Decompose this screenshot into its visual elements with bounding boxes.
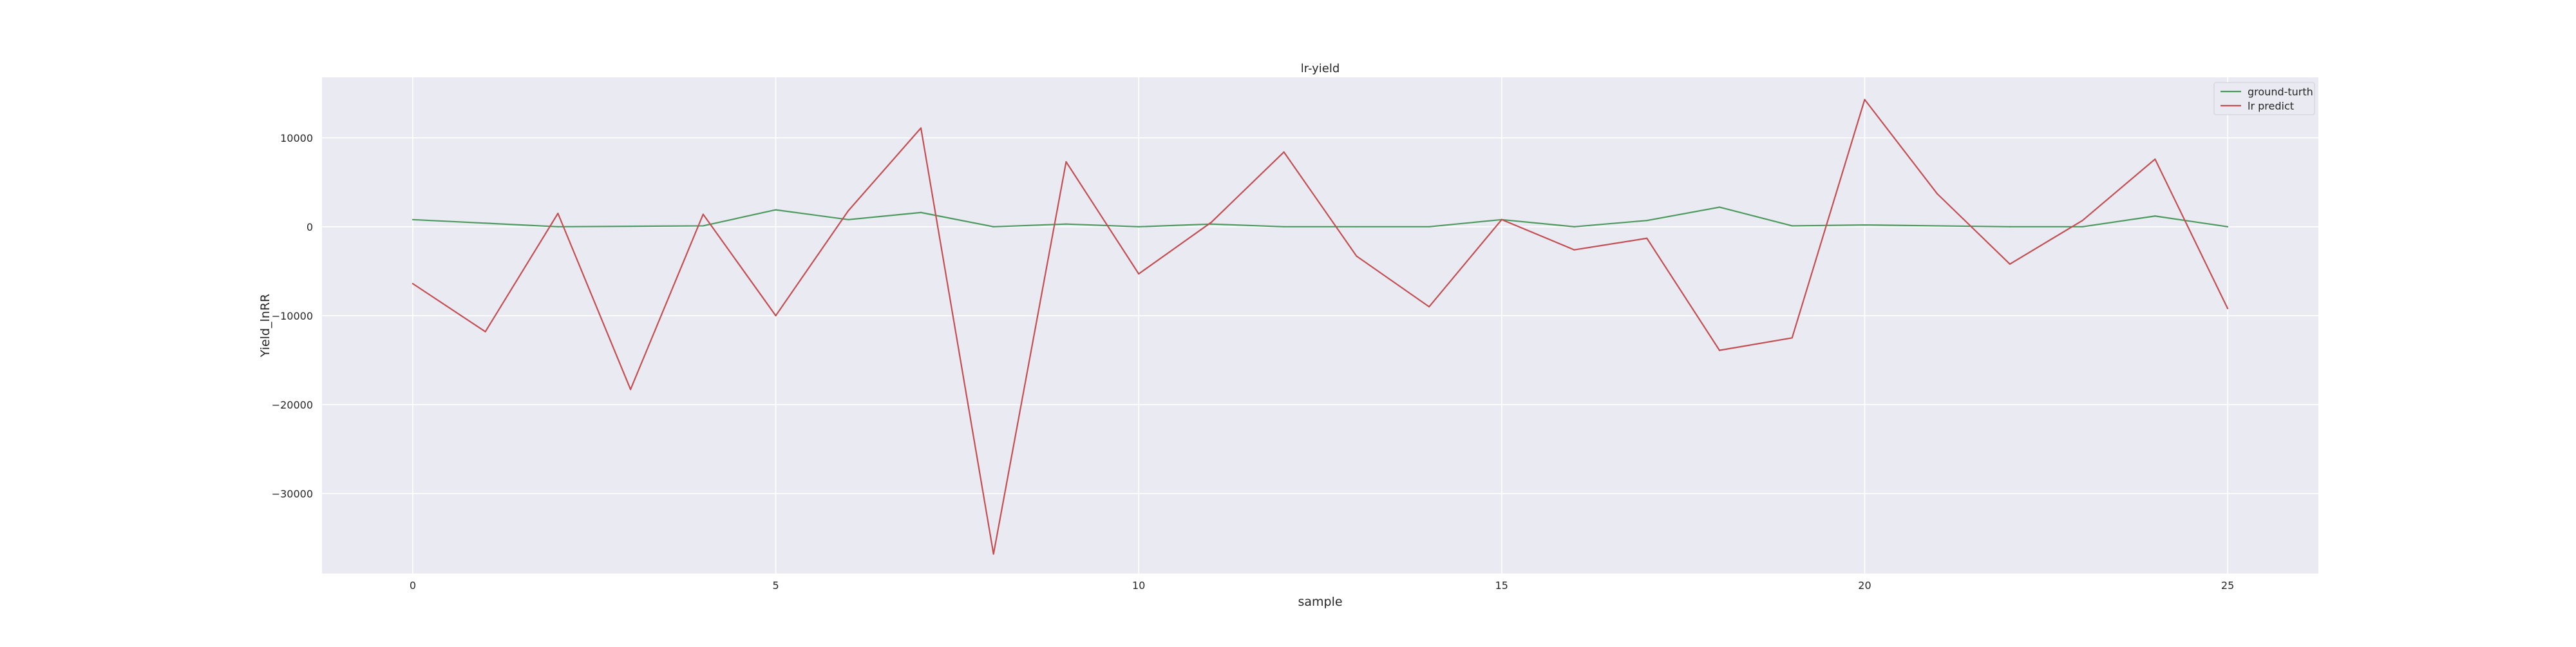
x-tick-label: 15 [1495, 579, 1508, 592]
data-point-ground-turth [1138, 226, 1140, 227]
x-tick-label: 0 [410, 579, 416, 592]
data-point-lr-predict [1501, 218, 1502, 220]
x-tick-label: 5 [772, 579, 779, 592]
chart-title: lr-yield [1301, 62, 1340, 75]
y-axis-label: Yield_lnRR [258, 294, 272, 358]
data-point-lr-predict [1718, 349, 1721, 351]
data-point-ground-turth [1864, 224, 1866, 226]
legend: ground-turth lr predict [2213, 82, 2315, 115]
data-point-ground-turth [629, 226, 632, 227]
data-point-lr-predict [629, 389, 632, 391]
data-point-lr-predict [1864, 99, 1866, 101]
data-point-lr-predict [1065, 160, 1067, 163]
data-point-lr-predict [848, 209, 849, 212]
series-line-ground-turth [412, 206, 2228, 227]
data-point-lr-predict [2154, 158, 2156, 160]
x-tick-label: 10 [1132, 579, 1145, 592]
series-line-lr-predict [412, 99, 2229, 555]
data-point-lr-predict [1138, 273, 1140, 275]
data-point-ground-turth [2154, 215, 2156, 217]
data-point-ground-turth [1283, 226, 1285, 227]
x-tick-label: 25 [2221, 579, 2234, 592]
data-point-lr-predict [1283, 151, 1285, 153]
data-point-ground-turth [1428, 226, 1430, 227]
data-point-lr-predict [1791, 337, 1793, 339]
data-point-lr-predict [2226, 307, 2229, 309]
data-point-ground-turth [484, 222, 486, 224]
data-point-ground-turth [557, 226, 559, 227]
data-point-ground-turth [1718, 206, 1721, 208]
series-lines [412, 99, 2229, 555]
data-point-lr-predict [1573, 249, 1575, 251]
data-point-ground-turth [1791, 225, 1793, 227]
y-tick-label: 0 [307, 221, 313, 233]
data-point-ground-turth [1937, 225, 1938, 227]
x-axis-label: sample [1298, 595, 1342, 609]
data-point-ground-turth [992, 226, 994, 227]
data-point-lr-predict [484, 331, 486, 333]
data-point-lr-predict [2081, 220, 2083, 222]
data-point-ground-turth [2226, 226, 2229, 227]
x-axis-ticks: 0 5 10 15 20 25 [410, 579, 2234, 592]
legend-label-lr-predict: lr predict [2248, 100, 2294, 112]
legend-box [2213, 82, 2315, 115]
legend-label-ground-turth: ground-turth [2248, 86, 2313, 98]
y-tick-label: 10000 [280, 132, 313, 144]
y-tick-label: −30000 [272, 488, 313, 500]
data-point-ground-turth [412, 218, 414, 220]
data-point-lr-predict [775, 314, 777, 316]
data-point-ground-turth [1065, 223, 1067, 225]
data-point-lr-predict [1646, 237, 1648, 239]
y-axis-ticks: −30000 −20000 −10000 0 10000 [272, 132, 313, 500]
data-point-ground-turth [702, 225, 704, 227]
data-point-ground-turth [775, 209, 777, 211]
data-point-ground-turth [848, 218, 849, 220]
data-point-ground-turth [1573, 226, 1575, 227]
data-point-ground-turth [1646, 220, 1648, 222]
data-point-ground-turth [920, 211, 922, 213]
data-point-lr-predict [412, 283, 414, 285]
data-point-ground-turth [2009, 226, 2011, 227]
data-point-ground-turth [1210, 223, 1213, 225]
y-tick-label: −20000 [272, 399, 313, 411]
data-point-lr-predict [992, 553, 994, 555]
y-tick-label: −10000 [272, 310, 313, 322]
data-point-lr-predict [1210, 221, 1213, 224]
data-point-ground-turth [1356, 226, 1358, 227]
plot-area [322, 77, 2318, 574]
data-point-lr-predict [702, 213, 704, 215]
x-tick-label: 20 [1858, 579, 1871, 592]
data-point-lr-predict [1356, 255, 1358, 257]
data-point-lr-predict [1937, 193, 1938, 195]
data-point-ground-turth [2081, 226, 2083, 227]
data-point-lr-predict [920, 127, 922, 129]
data-point-lr-predict [1428, 305, 1430, 308]
data-point-lr-predict [557, 213, 559, 215]
data-point-lr-predict [2009, 263, 2011, 265]
